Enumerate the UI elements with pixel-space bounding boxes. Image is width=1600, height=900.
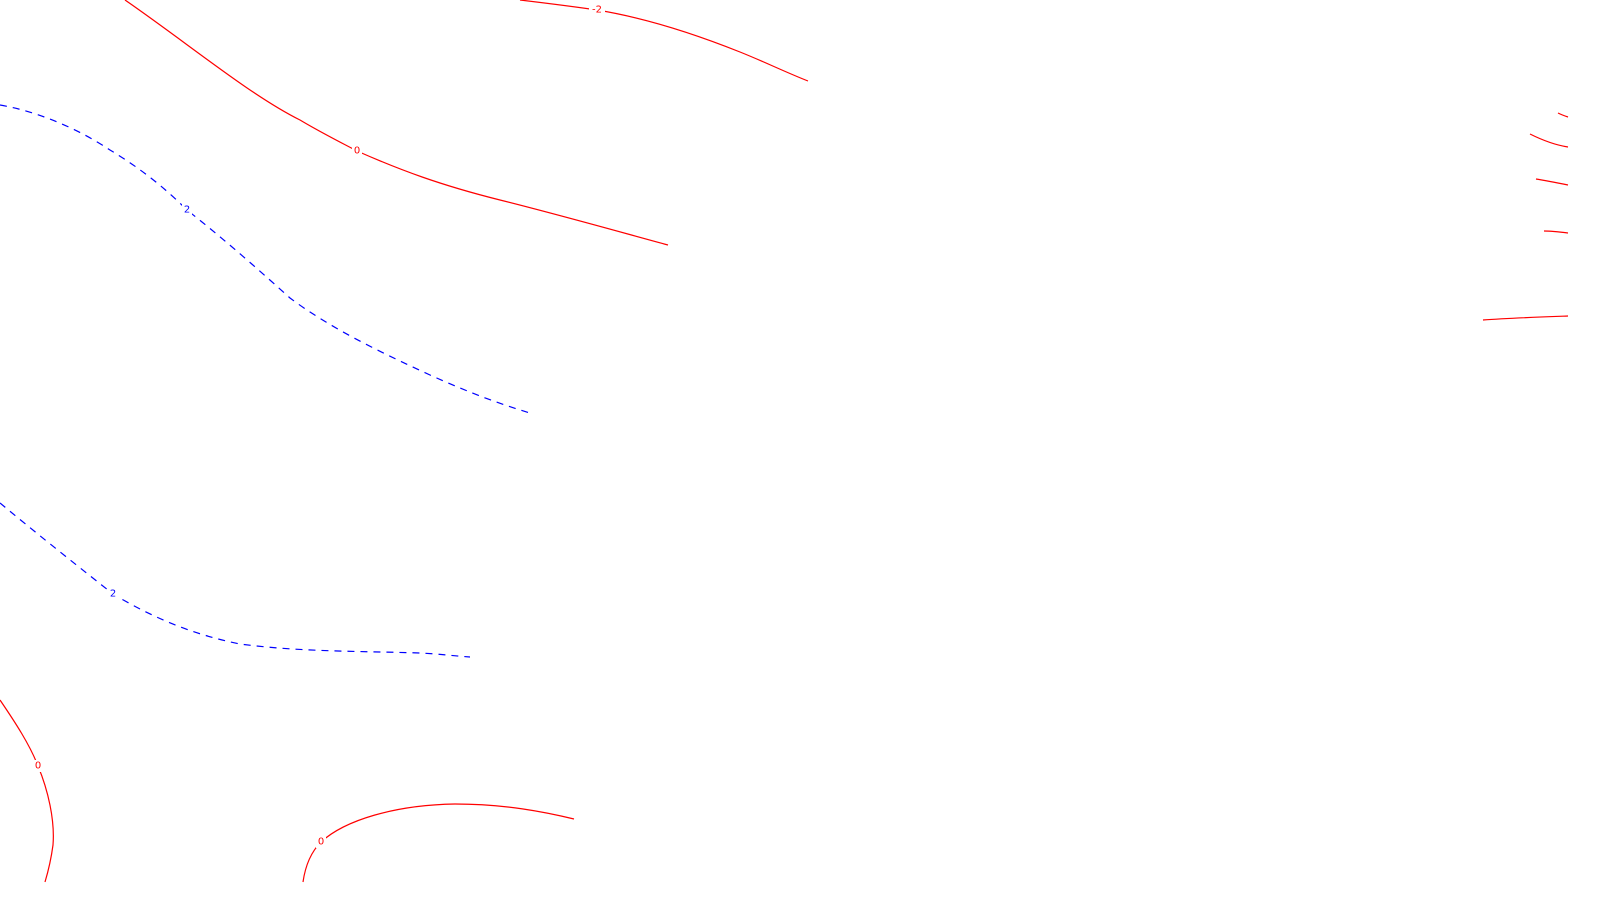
contour-label: -2	[592, 5, 602, 16]
solid-contour-line	[1535, 178, 1569, 186]
contour-label-knockout	[108, 588, 118, 600]
contour-label-knockout	[352, 145, 362, 157]
contour-line-group: 0	[124, 0, 669, 246]
solid-contour-line	[0, 699, 54, 883]
contour-line-group	[1543, 230, 1569, 234]
solid-contour-line	[302, 803, 575, 883]
contour-label: 2	[184, 205, 190, 216]
contour-label: 0	[35, 761, 41, 772]
contour-label: 2	[110, 589, 116, 600]
contour-line-group: 0	[302, 803, 575, 883]
dashed-contour-line	[0, 502, 471, 658]
contour-label-knockout	[316, 836, 326, 848]
contour-label-knockout	[182, 204, 192, 216]
contour-line-group	[1535, 178, 1569, 186]
contour-label-knockout	[589, 4, 605, 16]
solid-contour-line	[1557, 112, 1569, 118]
contour-line-group: 0	[0, 699, 54, 883]
contour-label: 0	[354, 146, 360, 157]
contour-layer: 0 -2 2 2 0 0	[0, 0, 1569, 883]
contour-line-group	[1482, 315, 1569, 321]
solid-contour-line	[1543, 230, 1569, 234]
contour-line-group	[1557, 112, 1569, 118]
contour-label-knockout	[33, 760, 43, 772]
contour-line-group	[1529, 133, 1569, 148]
contour-line-group: 2	[0, 104, 531, 414]
contour-line-group: -2	[519, 0, 809, 82]
solid-contour-line	[124, 0, 669, 246]
contour-line-group: 2	[0, 502, 471, 658]
solid-contour-line	[519, 0, 809, 82]
contour-label: 0	[318, 837, 324, 848]
dashed-contour-line	[0, 104, 531, 414]
solid-contour-line	[1529, 133, 1569, 148]
solid-contour-line	[1482, 315, 1569, 321]
